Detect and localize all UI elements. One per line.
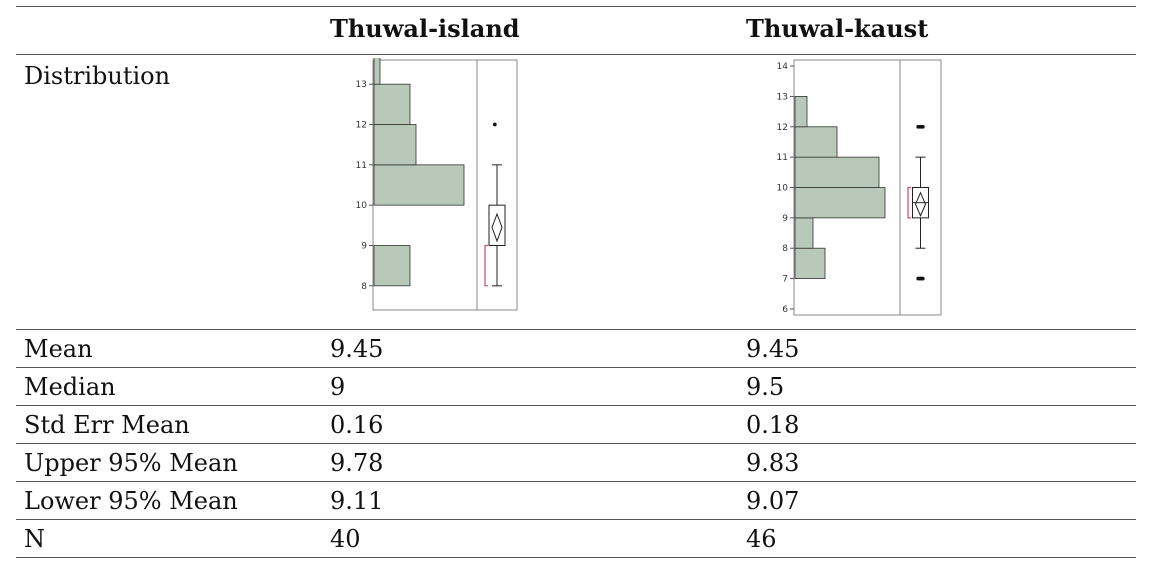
y-tick-label: 13 [356, 80, 367, 90]
rule-bottom [16, 557, 1136, 558]
row-label-upper95: Upper 95% Mean [24, 449, 238, 477]
distribution-label: Distribution [24, 62, 171, 90]
histogram-bar [794, 126, 838, 158]
median-kaust: 9.5 [746, 373, 785, 401]
mean-diamond [914, 191, 927, 217]
histogram-bar [373, 124, 417, 166]
chart-kaust: 6 7 8 9 10 11 12 13 14 [777, 59, 942, 316]
outlier-point [492, 122, 497, 127]
y-tick-label: 6 [782, 305, 788, 315]
mean-kaust: 9.45 [746, 335, 800, 363]
y-tick-label: 8 [361, 282, 367, 292]
row-label-n: N [24, 525, 45, 553]
shortest-half-bracket [907, 186, 911, 219]
y-tick-label: 7 [782, 275, 788, 285]
histogram-bar [373, 83, 411, 125]
upper95-kaust: 9.83 [746, 449, 800, 477]
row-label-stderr: Std Err Mean [24, 411, 190, 439]
row-label-median: Median [24, 373, 116, 401]
histogram-bar [373, 58, 381, 85]
histogram-bar [794, 187, 886, 219]
histogram-bar [794, 96, 808, 128]
row-label-mean: Mean [24, 335, 93, 363]
y-tick-label: 10 [356, 201, 368, 211]
histogram-bar [373, 245, 411, 287]
rule-stderr [16, 443, 1136, 444]
upper95-island: 9.78 [330, 449, 384, 477]
rule-median [16, 405, 1136, 406]
y-tick-label: 11 [356, 161, 367, 171]
histogram-bar [794, 156, 880, 188]
header-col-kaust: Thuwal-kaust [746, 14, 929, 43]
stderr-kaust: 0.18 [746, 411, 800, 439]
outlier-point [920, 124, 925, 129]
y-tick-label: 14 [777, 62, 789, 72]
rule-upper [16, 481, 1136, 482]
histogram-bar [794, 217, 814, 249]
mean-diamond [491, 212, 503, 243]
chart-island: 8 9 10 11 12 13 [356, 58, 518, 311]
header-col-island: Thuwal-island [330, 14, 520, 43]
median-island: 9 [330, 373, 346, 401]
rule-top [16, 6, 1136, 7]
rule-lower [16, 519, 1136, 520]
row-label-lower95: Lower 95% Mean [24, 487, 238, 515]
outlier-point [920, 276, 925, 281]
rule-mean [16, 367, 1136, 368]
lower95-kaust: 9.07 [746, 487, 800, 515]
mean-island: 9.45 [330, 335, 384, 363]
n-kaust: 46 [746, 525, 777, 553]
y-tick-label: 9 [782, 214, 788, 224]
shortest-half-bracket [484, 244, 488, 287]
stderr-island: 0.16 [330, 411, 384, 439]
rule-header [16, 54, 1136, 55]
rule-dist [16, 329, 1136, 330]
histogram-bar [794, 247, 826, 279]
box-iqr [488, 204, 506, 246]
plot-frame [372, 59, 518, 311]
y-tick-label: 10 [777, 184, 789, 194]
n-island: 40 [330, 525, 361, 553]
histogram-bar [373, 164, 465, 206]
y-tick-label: 12 [356, 121, 367, 131]
y-tick-label: 11 [777, 153, 788, 163]
y-tick-label: 8 [782, 244, 788, 254]
y-tick-label: 13 [777, 92, 788, 102]
y-tick-label: 9 [361, 241, 367, 251]
lower95-island: 9.11 [330, 487, 384, 515]
y-tick-label: 12 [777, 123, 788, 133]
